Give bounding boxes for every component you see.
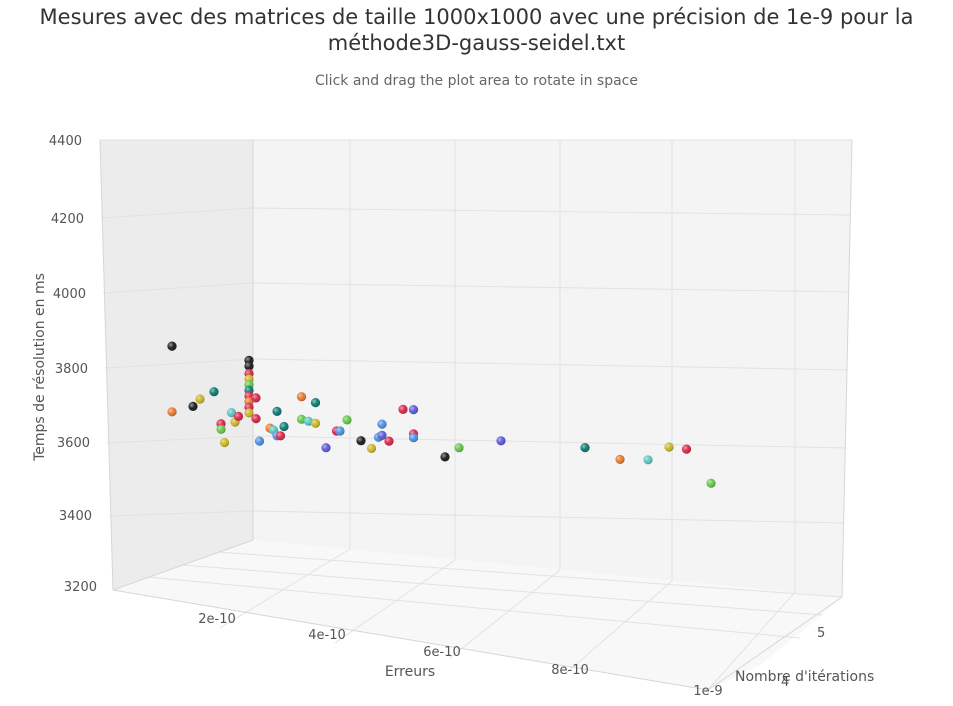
z-axis-label: Nombre d'itérations — [735, 669, 874, 685]
data-point-shading — [408, 433, 419, 443]
data-point-shading — [296, 392, 307, 402]
y-tick-label: 3600 — [57, 436, 90, 451]
chart-title: Mesures avec des matrices de taille 1000… — [39, 5, 914, 55]
data-point-shading — [681, 444, 692, 454]
data-point-shading — [643, 455, 653, 465]
z-tick-label: 5 — [817, 626, 825, 641]
chart-subtitle: Click and drag the plot area to rotate i… — [315, 73, 638, 89]
data-point-shading — [209, 387, 219, 397]
y-tick-label: 4400 — [49, 134, 82, 149]
data-point-shading — [216, 424, 226, 434]
data-point-shading — [167, 341, 177, 351]
data-point-shading — [377, 419, 387, 429]
y-tick-label: 4200 — [51, 212, 84, 227]
y-axis-label: Temps de résolution en ms — [32, 273, 48, 462]
data-point-shading — [296, 414, 307, 424]
floor-pane — [113, 540, 842, 690]
data-point-shading — [408, 405, 419, 415]
data-point-shading — [377, 430, 387, 440]
data-point-shading — [335, 426, 345, 436]
x-tick-label: 6e-10 — [423, 645, 461, 660]
z-tick-label: 4 — [781, 675, 789, 690]
y-tick-label: 3200 — [64, 580, 97, 595]
x-tick-label: 1e-9 — [693, 684, 722, 699]
data-point-shading — [244, 408, 254, 418]
x-tick-label: 8e-10 — [551, 663, 589, 678]
data-point-shading — [226, 408, 237, 418]
data-point-shading — [440, 452, 450, 462]
data-point-shading — [195, 394, 205, 404]
data-point-shading — [342, 415, 352, 425]
data-point-shading — [384, 436, 394, 446]
y-tick-label: 3800 — [55, 362, 88, 377]
back-wall-left — [100, 140, 253, 590]
data-point-shading — [272, 406, 282, 416]
y-tick-label: 4000 — [53, 287, 86, 302]
data-point-shading — [303, 416, 314, 426]
z-ticks: 5 4 — [781, 626, 825, 690]
data-point-shading — [167, 407, 177, 417]
x-tick-label: 4e-10 — [308, 628, 346, 643]
x-axis-label: Erreurs — [385, 664, 435, 680]
data-point-shading — [454, 443, 464, 453]
data-point-shading — [219, 437, 230, 448]
data-point-shading — [356, 436, 366, 446]
data-point-shading — [398, 404, 408, 414]
data-point-shading — [233, 411, 244, 421]
x-tick-label: 2e-10 — [198, 612, 236, 627]
data-point-shading — [615, 454, 625, 464]
grid-lines — [100, 139, 852, 691]
x-ticks: 2e-10 4e-10 6e-10 8e-10 1e-9 — [198, 612, 722, 699]
data-point-shading — [580, 443, 590, 453]
data-points[interactable] — [167, 341, 716, 488]
back-wall — [253, 140, 852, 597]
data-point-shading — [310, 418, 321, 428]
data-point-shading — [366, 443, 377, 453]
data-point-shading — [254, 436, 265, 446]
data-point-shading — [496, 436, 506, 446]
y-tick-label: 3400 — [59, 509, 92, 524]
data-point-shading — [188, 401, 198, 411]
data-point-shading — [706, 478, 716, 488]
y-ticks: 4400 4200 4000 3800 3600 3400 3200 — [49, 134, 97, 595]
data-point-shading — [251, 414, 261, 424]
data-point-shading — [664, 442, 674, 452]
data-point-shading — [321, 443, 331, 453]
frame-edges — [99, 139, 853, 691]
data-point-shading — [244, 361, 254, 371]
data-point-shading — [251, 393, 261, 403]
data-point-shading — [310, 398, 321, 408]
data-point-shading — [275, 431, 286, 441]
data-point-shading — [279, 421, 289, 432]
